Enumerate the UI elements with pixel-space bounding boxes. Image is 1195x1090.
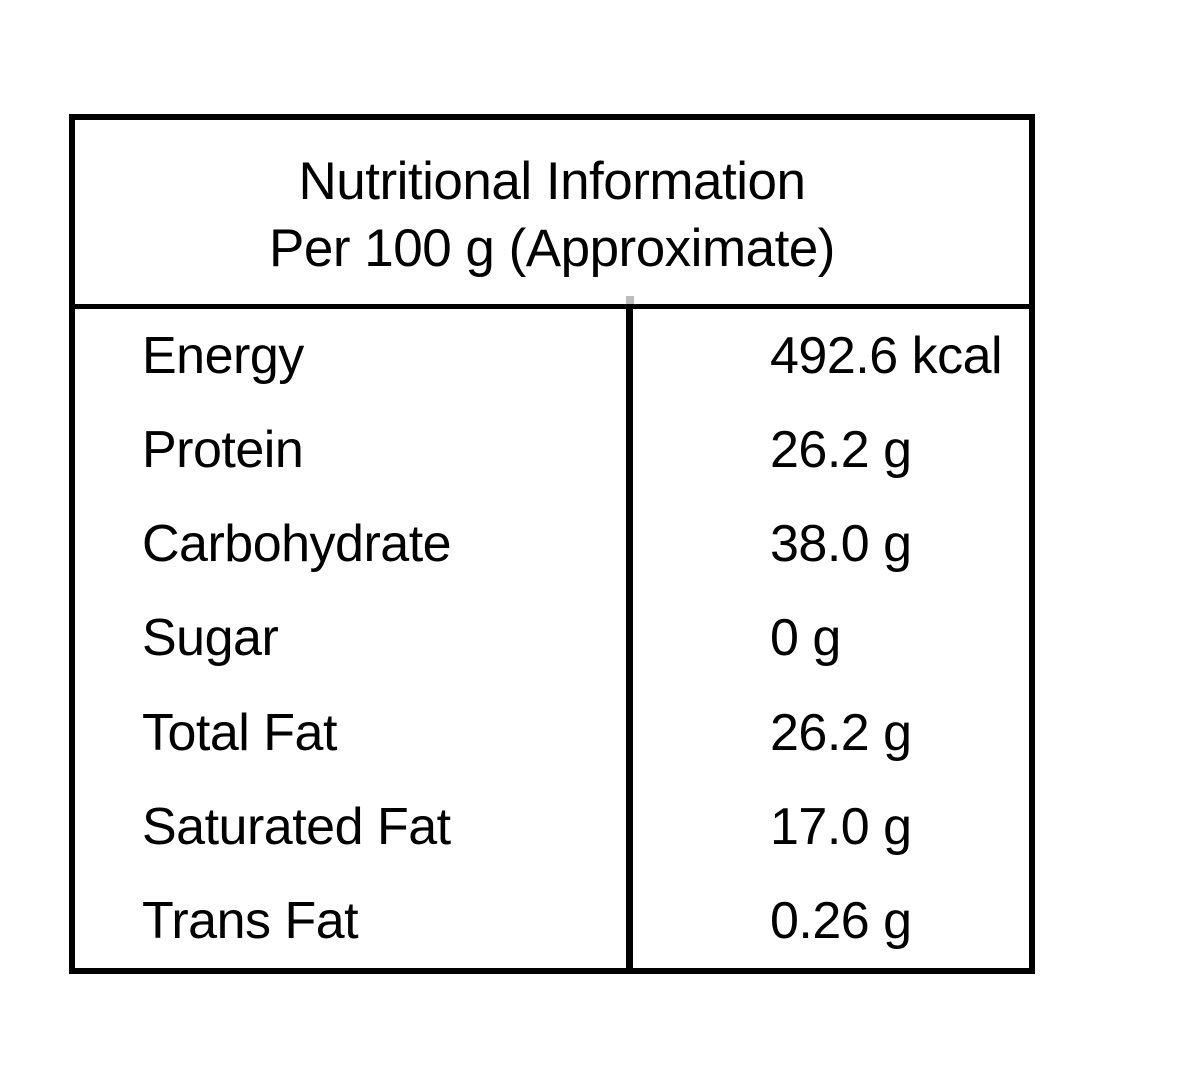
table-header: Nutritional Information Per 100 g (Appro… (75, 120, 1029, 309)
nutrient-label: Saturated Fat (142, 797, 451, 856)
nutrient-value: 17.0 g (626, 779, 1029, 874)
nutrient-label: Sugar (142, 609, 279, 668)
nutrient-label: Trans Fat (142, 891, 359, 950)
nutrient-value: 0 g (626, 591, 1029, 686)
nutrient-label: Total Fat (142, 703, 337, 762)
nutrient-value: 0.26 g (626, 873, 1029, 968)
table-body: Energy 492.6 kcal Protein 26.2 g Carbohy… (75, 309, 1029, 968)
table-title-line-2: Per 100 g (Approximate) (269, 219, 835, 278)
nutrition-facts-table: Nutritional Information Per 100 g (Appro… (69, 114, 1035, 974)
nutrient-value: 492.6 kcal (626, 309, 1029, 404)
nutrient-label: Energy (142, 327, 304, 386)
divider-notch (626, 296, 634, 304)
table-title-line-1: Nutritional Information (298, 152, 806, 211)
nutrient-value: 26.2 g (626, 685, 1029, 780)
nutrient-value: 26.2 g (626, 403, 1029, 498)
nutrient-label: Carbohydrate (142, 515, 452, 574)
nutrient-value: 38.0 g (626, 497, 1029, 592)
nutrient-label: Protein (142, 421, 304, 480)
